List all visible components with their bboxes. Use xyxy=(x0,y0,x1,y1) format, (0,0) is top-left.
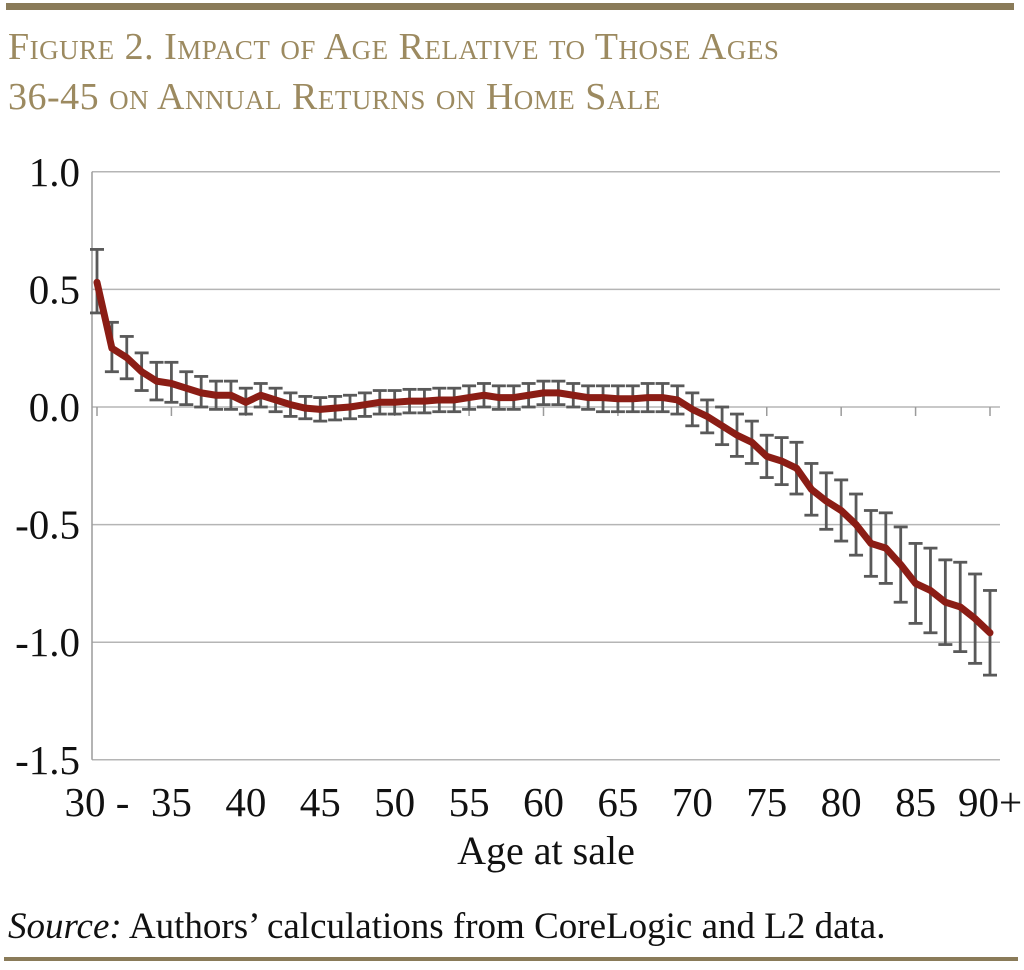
y-tick-label: 1.0 xyxy=(29,149,80,195)
x-tick-label: 70 xyxy=(672,779,713,825)
source-label: Source: xyxy=(8,906,122,947)
x-tick-label: 60 xyxy=(523,779,564,825)
y-tick-label: -1.5 xyxy=(15,737,80,783)
figure-title-line1: Figure 2. Impact of Age Relative to Thos… xyxy=(8,26,780,68)
source-text: Authors’ calculations from CoreLogic and… xyxy=(121,906,886,947)
source-note: Source: Authors’ calculations from CoreL… xyxy=(8,906,885,948)
x-tick-label: 30 - xyxy=(65,779,130,825)
x-tick-label: 90+ xyxy=(958,779,1022,825)
data-line xyxy=(93,278,994,637)
x-tick-label: 55 xyxy=(449,779,490,825)
y-tick-label: 0.5 xyxy=(29,266,80,312)
y-tick-label: -0.5 xyxy=(15,502,80,548)
figure-title: Figure 2. Impact of Age Relative to Thos… xyxy=(8,22,1008,122)
x-tick-label: 45 xyxy=(300,779,341,825)
y-tick-label: 0.0 xyxy=(29,384,80,430)
x-axis-title: Age at sale xyxy=(457,828,635,873)
x-tick-label: 50 xyxy=(374,779,415,825)
top-rule xyxy=(6,3,1014,10)
bottom-rule xyxy=(4,957,1018,961)
x-tick-label: 40 xyxy=(225,779,266,825)
y-tick-label: -1.0 xyxy=(15,619,80,665)
x-tick-label: 85 xyxy=(895,779,936,825)
x-tick-label: 80 xyxy=(821,779,862,825)
x-tick-label: 35 xyxy=(151,779,192,825)
x-tick-label: 75 xyxy=(746,779,787,825)
x-tick-label: 65 xyxy=(597,779,638,825)
figure-title-line2: 36-45 on Annual Returns on Home Sale xyxy=(8,76,661,118)
